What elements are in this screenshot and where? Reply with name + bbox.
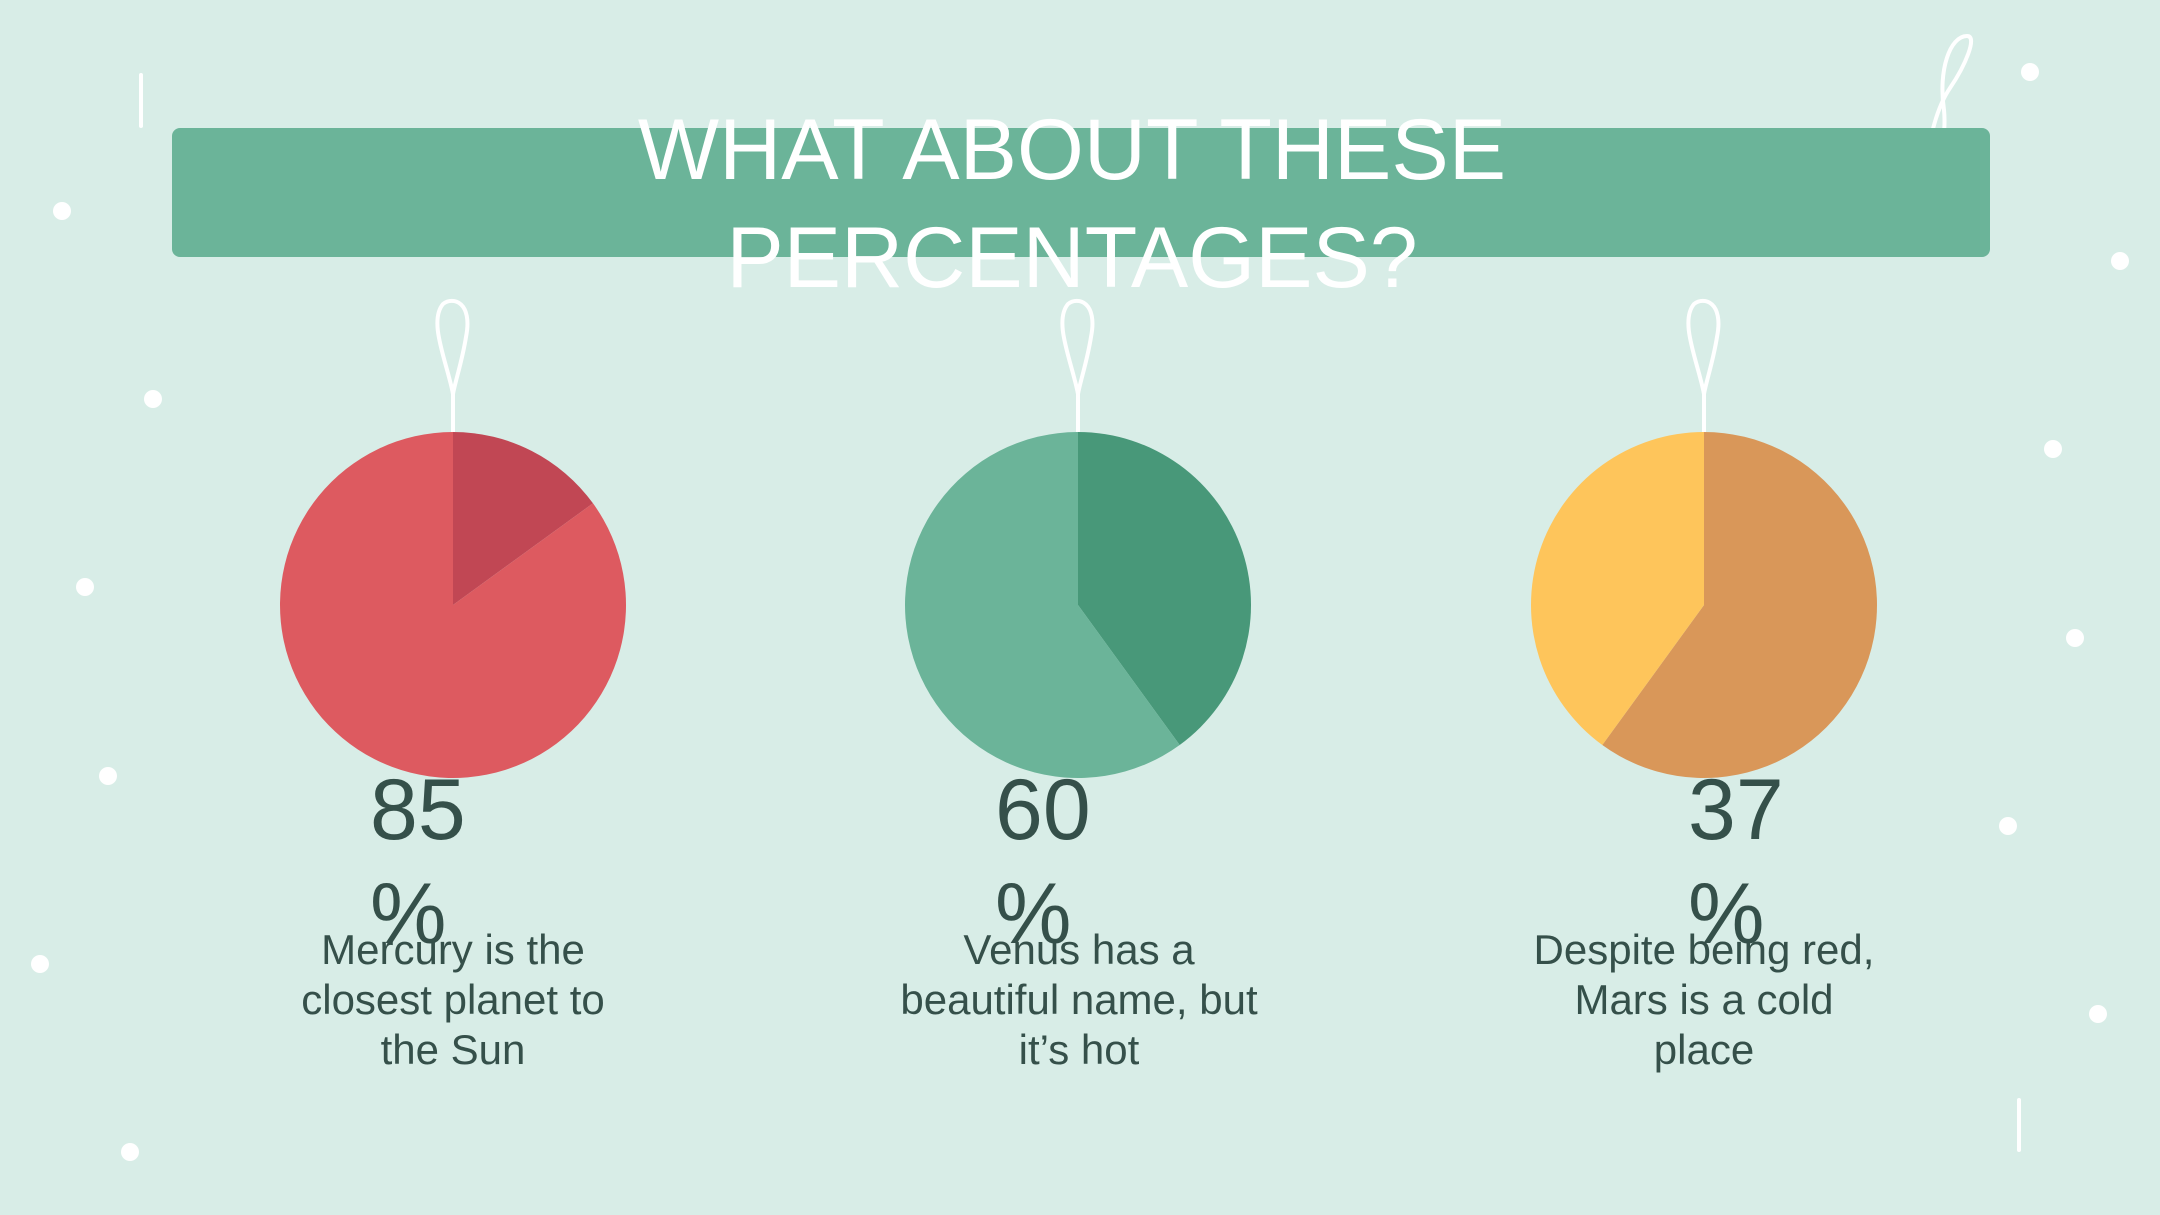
description-2: Venus has a beautiful name, but it’s hot (900, 926, 1258, 1073)
snow-decoration (31, 63, 2129, 1161)
snow-dot (2021, 63, 2039, 81)
snow-dot (2089, 1005, 2107, 1023)
snow-dot (2066, 629, 2084, 647)
description-3: Despite being red, Mars is a cold place (1533, 926, 1875, 1073)
percent-label-2: 60 % (995, 762, 1091, 962)
snow-dot (121, 1143, 139, 1161)
snow-dot (53, 202, 71, 220)
ornament-string-decoration (1919, 33, 1974, 185)
pie-2-slice-1 (1078, 432, 1252, 745)
title-banner (172, 128, 1990, 257)
snow-dot (76, 578, 94, 596)
ornament-hook-icon (1686, 298, 1721, 432)
ornament-hook-icon (1060, 298, 1095, 432)
pie-3-slice-1 (1602, 432, 1877, 778)
page-title: WHAT ABOUT THESE PERCENTAGES? (637, 102, 1507, 306)
percent-label-3: 37 % (1688, 762, 1784, 962)
snow-dot (144, 390, 162, 408)
ornament-hook-icon (435, 298, 470, 432)
snow-dot (2044, 440, 2062, 458)
pie-3-slice-2 (1530, 432, 1704, 745)
percent-label-1: 85 % (370, 762, 466, 962)
snow-dot (99, 767, 117, 785)
description-1: Mercury is the closest planet to the Sun (301, 926, 605, 1073)
pie-1-slice-2 (280, 432, 627, 778)
snow-dot (31, 955, 49, 973)
snow-dot (1999, 817, 2017, 835)
pie-charts (280, 298, 1877, 779)
snow-dot (2111, 252, 2129, 270)
pie-2-slice-2 (905, 432, 1180, 779)
pie-1-slice-1 (453, 432, 593, 605)
